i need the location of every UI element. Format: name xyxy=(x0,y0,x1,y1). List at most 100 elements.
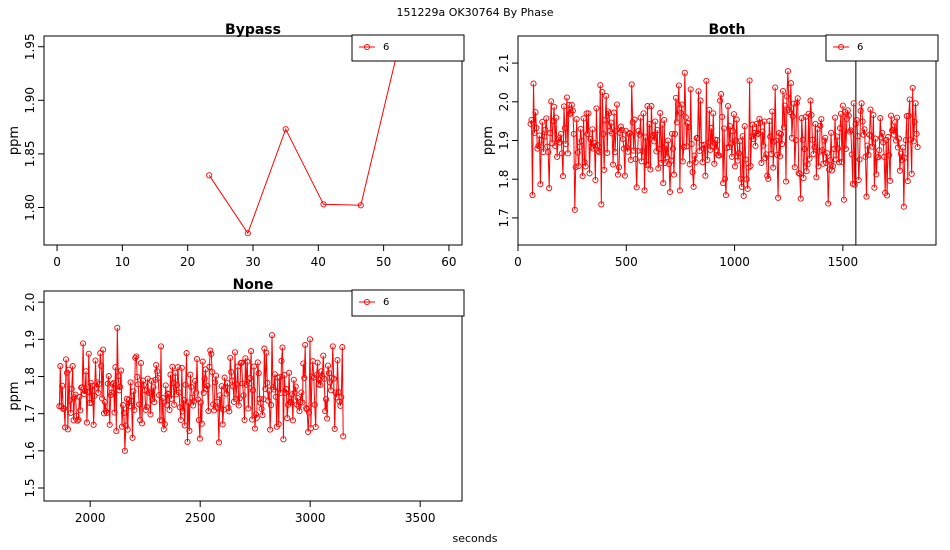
data-point xyxy=(238,359,245,366)
data-point xyxy=(154,368,161,375)
data-point xyxy=(221,374,228,381)
data-point xyxy=(299,399,306,406)
data-point xyxy=(683,143,690,150)
data-point xyxy=(66,397,73,404)
data-point xyxy=(305,409,313,416)
data-point xyxy=(204,382,211,389)
data-point xyxy=(658,159,665,166)
data-point xyxy=(808,111,815,119)
data-point xyxy=(736,138,743,145)
data-point xyxy=(312,423,319,431)
data-point xyxy=(914,144,921,151)
data-point xyxy=(322,408,329,415)
data-point xyxy=(766,118,773,125)
data-point xyxy=(689,169,696,176)
data-point xyxy=(686,161,693,168)
data-point xyxy=(886,152,893,159)
data-point xyxy=(792,137,799,144)
data-point xyxy=(786,108,793,115)
data-point xyxy=(247,374,254,382)
data-point xyxy=(136,401,143,408)
data-point xyxy=(625,130,632,137)
data-point xyxy=(778,140,786,148)
data-point xyxy=(751,130,758,137)
data-point xyxy=(638,158,645,165)
data-point xyxy=(161,421,168,428)
data-point xyxy=(291,389,298,396)
data-point xyxy=(156,392,163,399)
data-point xyxy=(275,421,282,428)
data-point xyxy=(314,359,321,366)
data-point xyxy=(721,125,728,132)
data-point xyxy=(569,107,576,114)
data-point xyxy=(717,97,724,104)
data-point xyxy=(762,154,769,161)
data-point xyxy=(256,395,263,402)
data-point xyxy=(833,133,841,140)
data-point xyxy=(246,380,253,387)
data-point xyxy=(870,111,877,119)
data-point xyxy=(893,114,901,121)
data-point xyxy=(130,388,137,395)
data-point xyxy=(547,130,554,137)
data-point xyxy=(244,230,251,237)
data-point xyxy=(899,144,906,151)
data-point xyxy=(180,396,187,403)
data-point xyxy=(567,109,574,116)
data-point xyxy=(357,202,364,209)
data-point xyxy=(559,173,567,180)
data-point xyxy=(811,144,818,151)
data-point xyxy=(242,355,249,362)
data-point xyxy=(731,163,738,170)
data-point xyxy=(809,136,816,143)
data-point xyxy=(178,364,185,371)
data-point xyxy=(669,145,677,152)
data-point xyxy=(268,402,275,409)
data-point xyxy=(244,358,251,365)
data-point xyxy=(101,399,109,406)
data-point xyxy=(527,120,534,127)
data-point xyxy=(62,356,70,363)
data-point xyxy=(787,80,794,87)
data-point xyxy=(193,355,201,363)
data-point xyxy=(157,343,165,350)
data-point xyxy=(675,82,682,89)
data-point xyxy=(334,357,341,364)
panel-bypass: Bypass 0 10 20 30 40 50 60 1.80 1.85 1.90 1.95 ppm 6 xyxy=(7,22,465,269)
data-point xyxy=(258,405,265,412)
data-point xyxy=(698,141,705,148)
data-point xyxy=(676,187,683,194)
data-point xyxy=(601,166,608,173)
data-point xyxy=(850,100,857,107)
data-point xyxy=(272,393,279,400)
data-point xyxy=(561,125,568,132)
data-point xyxy=(820,160,827,167)
data-point xyxy=(688,140,695,148)
data-point xyxy=(796,170,803,177)
data-point xyxy=(223,390,230,397)
data-point xyxy=(186,427,193,434)
data-point xyxy=(88,399,95,406)
data-point xyxy=(900,203,907,210)
data-point xyxy=(554,153,561,160)
panel-title: Bypass xyxy=(225,22,281,38)
data-point xyxy=(608,119,615,126)
data-point xyxy=(597,82,604,89)
data-point xyxy=(110,380,117,387)
data-point xyxy=(789,113,796,120)
data-point xyxy=(664,154,671,161)
data-point xyxy=(679,158,686,165)
data-point xyxy=(103,409,110,416)
data-point xyxy=(764,172,771,179)
data-point xyxy=(645,161,652,168)
data-point xyxy=(282,389,289,396)
data-point xyxy=(199,358,206,365)
data-point xyxy=(807,97,814,104)
data-point xyxy=(235,402,242,409)
data-point xyxy=(769,108,776,115)
figure-suptitle: 151229a OK30764 By Phase xyxy=(397,6,554,19)
data-point xyxy=(217,405,224,412)
data-point xyxy=(885,133,892,141)
data-point xyxy=(245,405,252,412)
data-point xyxy=(913,130,920,137)
